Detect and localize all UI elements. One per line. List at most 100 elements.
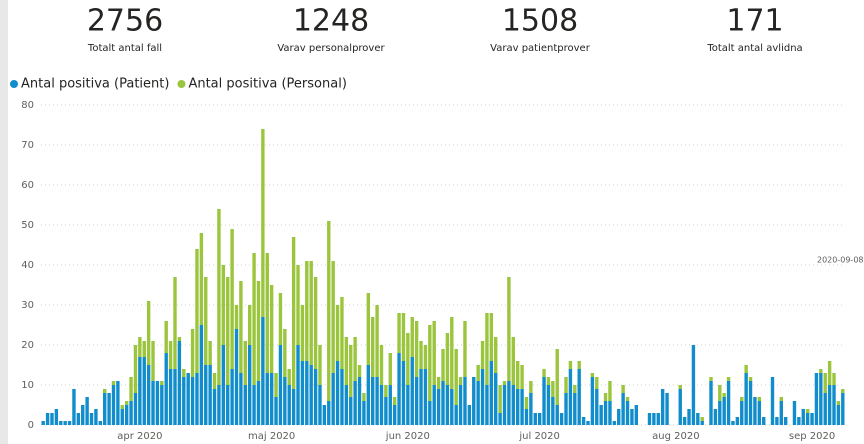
card-value: 2756 <box>87 4 163 39</box>
bar <box>819 373 823 425</box>
bar <box>120 409 124 425</box>
bar <box>318 385 322 425</box>
bar <box>489 361 494 425</box>
bar <box>133 345 138 393</box>
bar <box>291 237 296 389</box>
bar <box>494 373 498 425</box>
bar <box>573 393 577 425</box>
bar <box>414 321 419 377</box>
bar <box>511 337 515 385</box>
bar <box>331 373 335 425</box>
bar <box>142 341 146 357</box>
bar <box>401 313 406 361</box>
bar <box>54 409 59 425</box>
bar <box>362 393 366 401</box>
bar <box>243 341 247 385</box>
bar <box>419 341 423 369</box>
card-value: 1248 <box>293 4 369 39</box>
bar <box>243 385 247 425</box>
bar <box>160 385 164 425</box>
bar <box>797 417 801 425</box>
bar <box>555 405 559 425</box>
bar <box>335 305 340 361</box>
bar <box>204 277 208 365</box>
bar <box>762 417 766 425</box>
bar <box>239 281 243 373</box>
bar <box>700 421 704 425</box>
y-tick-label: 60 <box>21 180 34 191</box>
bar <box>507 381 511 425</box>
bar <box>357 377 362 425</box>
bar <box>221 265 226 345</box>
bar <box>344 385 349 425</box>
bar <box>652 413 656 425</box>
bar <box>344 337 349 385</box>
bar <box>678 385 682 389</box>
bar <box>841 389 845 393</box>
bar <box>375 377 379 425</box>
bar <box>177 337 182 341</box>
bar <box>612 421 617 425</box>
bar <box>234 329 239 425</box>
bar <box>485 313 489 385</box>
bar <box>458 377 463 385</box>
bar <box>173 277 177 369</box>
y-tick-label: 40 <box>21 260 34 271</box>
x-tick-label: aug 2020 <box>652 431 699 442</box>
bar <box>331 261 335 373</box>
bar <box>151 381 155 425</box>
bar <box>168 369 173 425</box>
bar <box>72 389 76 425</box>
bar <box>212 389 217 425</box>
bar <box>291 389 296 425</box>
bar <box>120 405 124 409</box>
bar <box>625 401 630 425</box>
bar <box>621 385 625 393</box>
bar <box>775 417 779 425</box>
bar <box>555 349 559 405</box>
bar <box>103 389 107 393</box>
bar <box>388 385 392 425</box>
card-label: Totalt antal fall <box>87 43 162 54</box>
bar <box>520 389 524 425</box>
bar <box>836 405 841 425</box>
bar <box>129 377 133 401</box>
bar <box>146 365 151 425</box>
bar <box>85 397 89 425</box>
card-value: 171 <box>726 4 783 39</box>
bar <box>124 401 129 405</box>
bar <box>226 385 230 425</box>
bar <box>436 377 441 389</box>
bar <box>718 401 722 425</box>
bar <box>608 401 612 425</box>
bar <box>546 377 551 385</box>
bar <box>190 329 195 377</box>
bar <box>278 345 283 425</box>
bar <box>770 377 775 425</box>
bar <box>568 369 573 425</box>
bar <box>428 325 432 401</box>
bar <box>190 377 195 425</box>
bar <box>801 409 805 425</box>
bar <box>212 373 217 389</box>
bar <box>498 385 502 413</box>
bar <box>287 385 291 425</box>
card-value: 1508 <box>502 4 578 39</box>
bar <box>682 417 687 425</box>
bar <box>410 317 414 357</box>
bar <box>480 369 485 425</box>
bar <box>371 317 375 377</box>
bar <box>366 365 371 425</box>
bar <box>568 361 573 369</box>
bar <box>634 405 639 425</box>
bar <box>94 409 98 425</box>
bar <box>810 413 814 425</box>
bar <box>502 385 507 425</box>
bar <box>410 357 414 425</box>
bar <box>76 413 81 425</box>
bar <box>590 373 595 377</box>
bar <box>753 397 757 425</box>
bar <box>792 401 797 425</box>
bar <box>366 293 371 365</box>
bar <box>559 413 564 425</box>
